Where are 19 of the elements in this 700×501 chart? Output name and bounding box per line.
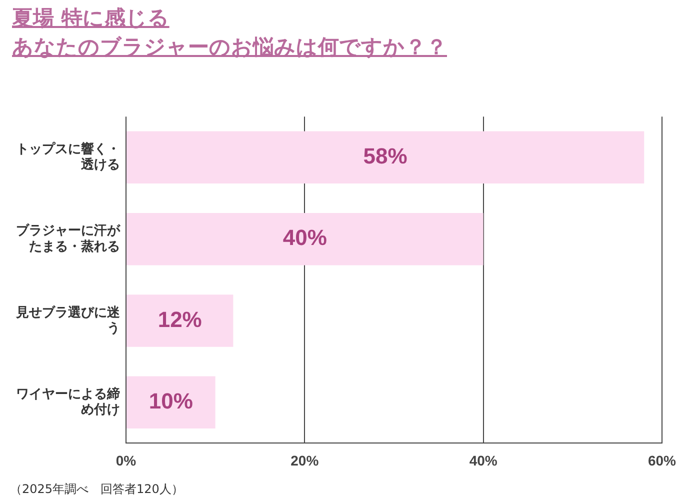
- y-tick-label: ワイヤーによる締め付け: [16, 386, 120, 418]
- data-label: 58%: [363, 143, 408, 168]
- x-tick-label: 60%: [648, 452, 677, 468]
- bar: [126, 294, 234, 347]
- y-tick-label: 見せブラ選びに迷う: [15, 304, 121, 336]
- text: （2025年調べ 回答者120人）: [10, 481, 184, 498]
- y-tick-label: ブラジャーに汗がたまる・蒸れる: [16, 222, 121, 254]
- data-label: 12%: [158, 306, 202, 332]
- x-tick-label: 0%: [116, 452, 137, 468]
- y-tick-label: トップスに響く・透ける: [16, 141, 120, 173]
- data-label: 40%: [282, 225, 327, 250]
- bar: [126, 376, 216, 429]
- chart-title: 夏場 特に感じる: [12, 5, 170, 32]
- x-tick-label: 20%: [290, 452, 320, 468]
- chart-subtitle: あなたのブラジャーのお悩みは何ですか？？: [12, 34, 448, 61]
- x-tick-label: 40%: [469, 452, 498, 468]
- data-label: 10%: [148, 388, 193, 414]
- bar: [126, 131, 644, 184]
- bar: [126, 212, 484, 266]
